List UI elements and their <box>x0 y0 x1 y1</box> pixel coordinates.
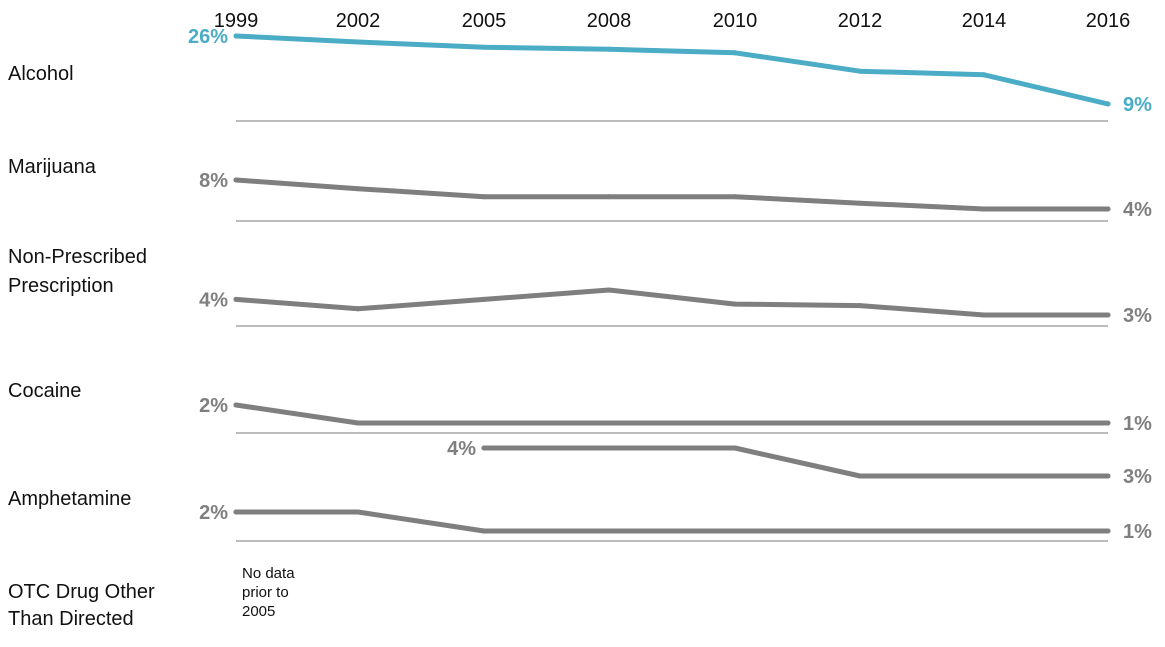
data-point <box>481 420 487 426</box>
year-label: 2016 <box>1086 10 1131 32</box>
end-value-label: 3% <box>1123 305 1152 327</box>
data-point <box>481 528 487 534</box>
data-point <box>981 206 987 212</box>
series-line <box>233 33 1111 107</box>
data-point <box>606 420 612 426</box>
start-value-label: 2% <box>199 502 228 524</box>
data-point <box>355 39 361 45</box>
series-line <box>233 402 1111 426</box>
data-point <box>1105 101 1111 107</box>
year-label: 2008 <box>587 10 632 32</box>
data-point <box>233 509 239 515</box>
row-label: OTC Drug Other <box>8 581 155 603</box>
end-value-label: 4% <box>1123 199 1152 221</box>
no-data-note: No data <box>242 565 295 582</box>
data-point <box>857 420 863 426</box>
data-point <box>1105 312 1111 318</box>
data-point <box>857 473 863 479</box>
data-point <box>1105 420 1111 426</box>
data-point <box>355 306 361 312</box>
data-point <box>606 287 612 293</box>
start-value-label: 26% <box>188 26 228 48</box>
year-label: 1999 <box>214 10 259 32</box>
start-value-label: 8% <box>199 170 228 192</box>
data-point <box>1105 528 1111 534</box>
data-point <box>233 177 239 183</box>
end-value-label: 1% <box>1123 521 1152 543</box>
series-line <box>233 287 1111 318</box>
data-point <box>606 445 612 451</box>
year-label: 2012 <box>838 10 883 32</box>
data-point <box>981 72 987 78</box>
data-point <box>606 46 612 52</box>
data-point <box>981 420 987 426</box>
row-label: Alcohol <box>8 63 74 85</box>
no-data-note: prior to <box>242 584 289 601</box>
data-point <box>857 528 863 534</box>
data-point <box>981 528 987 534</box>
end-value-label: 9% <box>1123 94 1152 116</box>
data-point <box>732 50 738 56</box>
data-point <box>233 296 239 302</box>
data-point <box>857 303 863 309</box>
data-point <box>857 68 863 74</box>
data-point <box>732 445 738 451</box>
data-point <box>732 194 738 200</box>
data-point <box>732 420 738 426</box>
data-point <box>481 44 487 50</box>
start-value-label: 4% <box>199 289 228 311</box>
row-label: Cocaine <box>8 380 81 402</box>
year-label: 2010 <box>713 10 758 32</box>
data-point <box>233 402 239 408</box>
series-line <box>233 509 1111 534</box>
data-point <box>481 296 487 302</box>
data-point <box>981 473 987 479</box>
row-label: Amphetamine <box>8 488 131 510</box>
start-value-label: 2% <box>199 395 228 417</box>
data-point <box>233 33 239 39</box>
series-line <box>233 177 1111 212</box>
no-data-note: 2005 <box>242 603 275 620</box>
data-point <box>481 445 487 451</box>
row-label: Marijuana <box>8 156 97 178</box>
year-label: 2005 <box>462 10 507 32</box>
year-label: 2002 <box>336 10 381 32</box>
data-point <box>1105 473 1111 479</box>
data-point <box>732 301 738 307</box>
data-point <box>481 194 487 200</box>
data-point <box>732 528 738 534</box>
end-value-label: 3% <box>1123 466 1152 488</box>
data-point <box>857 200 863 206</box>
data-point <box>355 420 361 426</box>
row-label: Non-Prescribed <box>8 246 147 268</box>
data-point <box>606 194 612 200</box>
start-value-label: 4% <box>447 438 476 460</box>
year-label: 2014 <box>962 10 1007 32</box>
row-label: Prescription <box>8 275 114 297</box>
data-point <box>1105 206 1111 212</box>
series-line <box>481 445 1111 479</box>
end-value-label: 1% <box>1123 413 1152 435</box>
data-point <box>355 509 361 515</box>
data-point <box>355 186 361 192</box>
data-point <box>606 528 612 534</box>
row-label: Than Directed <box>8 608 134 630</box>
data-point <box>981 312 987 318</box>
